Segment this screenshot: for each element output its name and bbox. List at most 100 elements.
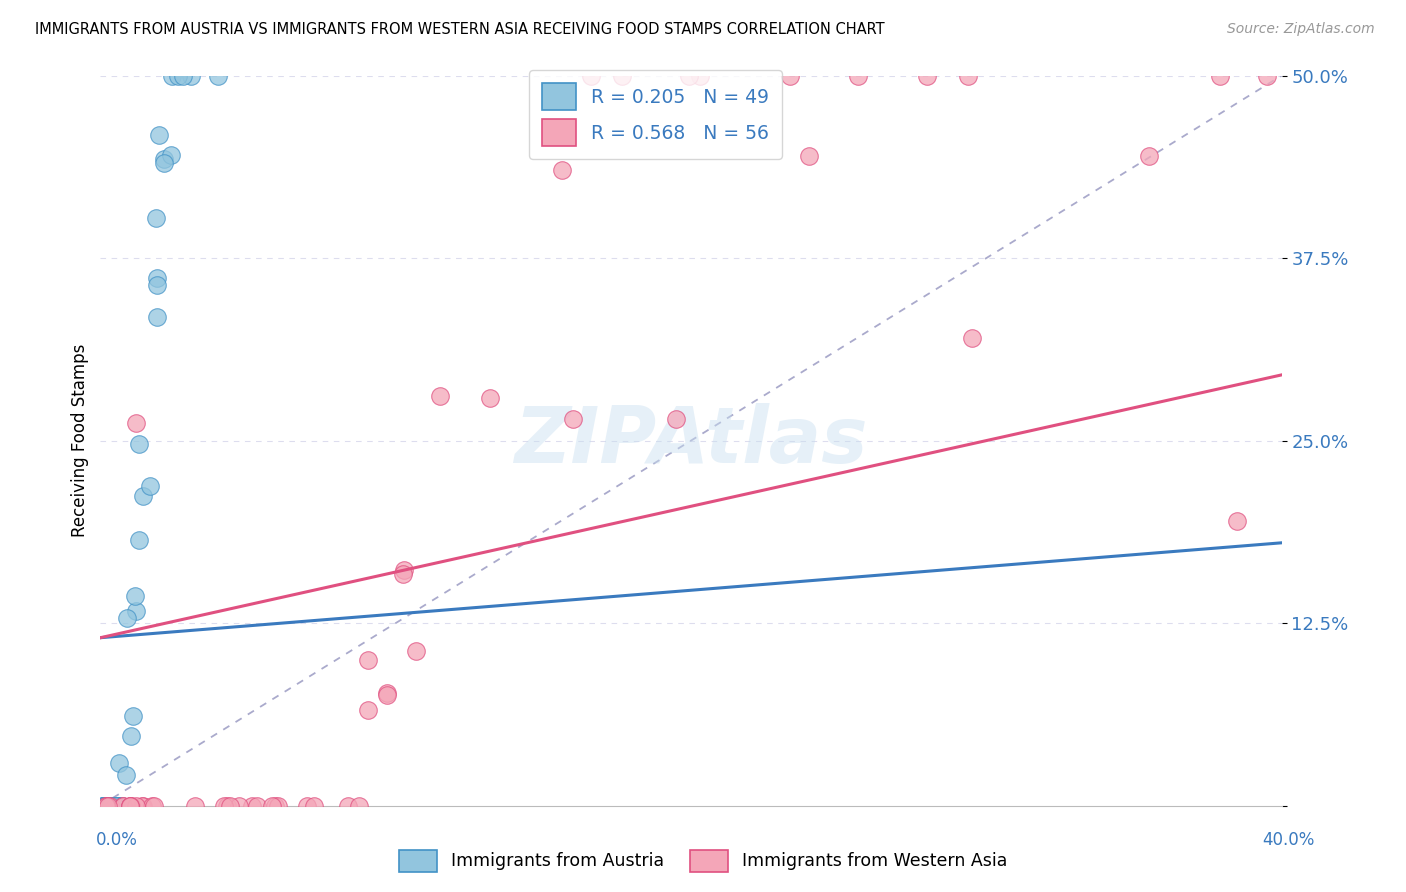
Point bbox=[336, 798, 359, 813]
Point bbox=[115, 611, 138, 625]
Point bbox=[104, 798, 127, 813]
Point bbox=[375, 688, 398, 702]
Point bbox=[960, 331, 983, 345]
Point bbox=[103, 798, 125, 813]
Point bbox=[94, 798, 117, 813]
Point bbox=[128, 436, 150, 450]
Point bbox=[91, 798, 114, 813]
Point bbox=[665, 411, 688, 425]
Point bbox=[98, 798, 121, 813]
Point bbox=[91, 798, 114, 813]
Point bbox=[917, 69, 939, 83]
Point bbox=[349, 798, 371, 813]
Point bbox=[152, 155, 174, 169]
Point bbox=[779, 69, 801, 83]
Point bbox=[96, 798, 118, 813]
Point bbox=[295, 798, 318, 813]
Point bbox=[112, 798, 135, 813]
Point bbox=[1226, 514, 1249, 528]
Point bbox=[120, 798, 142, 813]
Point bbox=[146, 271, 169, 285]
Point bbox=[132, 798, 155, 813]
Point bbox=[107, 798, 129, 813]
Point bbox=[132, 489, 155, 503]
Point bbox=[207, 69, 229, 83]
Point bbox=[105, 798, 128, 813]
Point bbox=[160, 147, 183, 161]
Point bbox=[100, 798, 122, 813]
Point bbox=[98, 798, 121, 813]
Point bbox=[375, 686, 398, 700]
Point bbox=[429, 389, 451, 403]
Point bbox=[392, 563, 415, 577]
Point bbox=[479, 392, 502, 406]
Point bbox=[561, 411, 583, 425]
Legend: Immigrants from Austria, Immigrants from Western Asia: Immigrants from Austria, Immigrants from… bbox=[392, 843, 1014, 879]
Point bbox=[93, 798, 115, 813]
Point bbox=[357, 703, 380, 717]
Point bbox=[100, 798, 122, 813]
Point bbox=[105, 798, 128, 813]
Text: 0.0%: 0.0% bbox=[96, 831, 138, 849]
Point bbox=[219, 798, 242, 813]
Point bbox=[146, 277, 169, 292]
Point bbox=[97, 798, 120, 813]
Point bbox=[100, 798, 122, 813]
Point bbox=[245, 798, 267, 813]
Point bbox=[145, 211, 167, 226]
Text: 40.0%: 40.0% bbox=[1263, 831, 1315, 849]
Point bbox=[1256, 69, 1278, 83]
Point bbox=[111, 798, 134, 813]
Point bbox=[139, 479, 162, 493]
Point bbox=[228, 798, 250, 813]
Point bbox=[125, 604, 148, 618]
Point bbox=[104, 798, 127, 813]
Point bbox=[1209, 69, 1232, 83]
Point bbox=[131, 798, 153, 813]
Point bbox=[242, 798, 264, 813]
Point bbox=[152, 152, 174, 166]
Text: ZIPAtlas: ZIPAtlas bbox=[515, 402, 868, 479]
Point bbox=[125, 416, 148, 430]
Point bbox=[579, 69, 602, 83]
Text: IMMIGRANTS FROM AUSTRIA VS IMMIGRANTS FROM WESTERN ASIA RECEIVING FOOD STAMPS CO: IMMIGRANTS FROM AUSTRIA VS IMMIGRANTS FR… bbox=[35, 22, 884, 37]
Point bbox=[302, 798, 325, 813]
Point bbox=[551, 163, 574, 178]
Point bbox=[108, 756, 131, 771]
Legend: R = 0.205   N = 49, R = 0.568   N = 56: R = 0.205 N = 49, R = 0.568 N = 56 bbox=[529, 70, 782, 159]
Point bbox=[97, 798, 120, 813]
Point bbox=[91, 798, 114, 813]
Point bbox=[111, 798, 134, 813]
Point bbox=[172, 69, 194, 83]
Point bbox=[267, 798, 290, 813]
Text: Source: ZipAtlas.com: Source: ZipAtlas.com bbox=[1227, 22, 1375, 37]
Point bbox=[115, 768, 138, 782]
Point bbox=[212, 798, 235, 813]
Point bbox=[678, 69, 700, 83]
Point bbox=[689, 69, 711, 83]
Point bbox=[96, 798, 118, 813]
Point bbox=[610, 69, 633, 83]
Point bbox=[103, 798, 125, 813]
Point bbox=[125, 798, 148, 813]
Point bbox=[94, 798, 117, 813]
Point bbox=[260, 798, 283, 813]
Point bbox=[120, 798, 142, 813]
Point bbox=[120, 798, 142, 813]
Point bbox=[184, 798, 207, 813]
Point bbox=[91, 798, 114, 813]
Point bbox=[97, 798, 120, 813]
Point bbox=[107, 798, 129, 813]
Point bbox=[799, 149, 821, 163]
Point bbox=[118, 798, 141, 813]
Point bbox=[143, 798, 166, 813]
Point bbox=[122, 709, 145, 723]
Point bbox=[105, 798, 128, 813]
Point bbox=[846, 69, 869, 83]
Point bbox=[405, 644, 427, 658]
Point bbox=[160, 69, 183, 83]
Point bbox=[357, 653, 380, 667]
Point bbox=[264, 798, 287, 813]
Point bbox=[124, 590, 146, 604]
Point bbox=[215, 798, 238, 813]
